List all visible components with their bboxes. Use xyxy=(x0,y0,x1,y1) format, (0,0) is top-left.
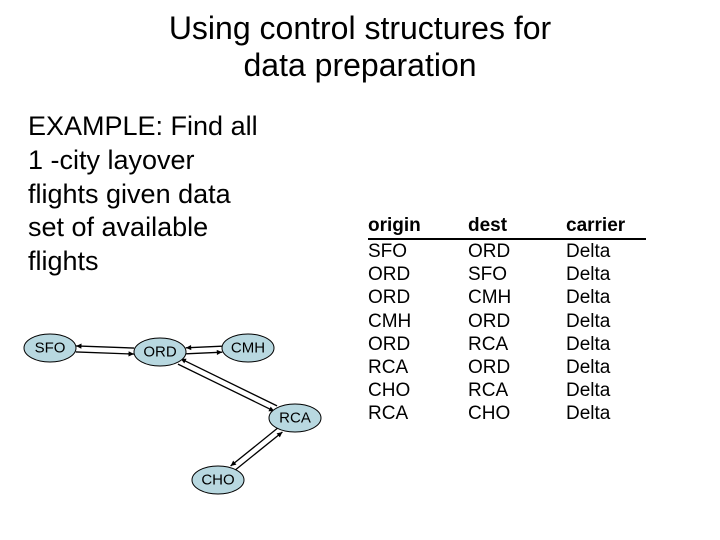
node-label-ord: ORD xyxy=(143,344,177,361)
node-sfo xyxy=(24,334,76,362)
cell-carrier: Delta xyxy=(566,356,646,379)
header-carrier: carrier xyxy=(566,215,646,240)
title-line-1: Using control structures for xyxy=(169,10,551,46)
node-label-sfo: SFO xyxy=(35,340,66,357)
node-ord xyxy=(134,338,186,366)
cell-origin: ORD xyxy=(368,286,468,309)
node-rca xyxy=(269,404,321,432)
table-body: SFOORDDeltaORDSFODeltaORDCMHDeltaCMHORDD… xyxy=(368,240,646,425)
cell-dest: ORD xyxy=(468,356,566,379)
node-cho xyxy=(192,466,244,494)
node-label-cmh: CMH xyxy=(231,340,265,357)
node-cmh xyxy=(222,334,274,362)
cell-carrier: Delta xyxy=(566,240,646,263)
slide-title: Using control structures for data prepar… xyxy=(0,0,720,84)
cell-dest: RCA xyxy=(468,379,566,402)
table-row: ORDRCADelta xyxy=(368,333,646,356)
cell-carrier: Delta xyxy=(566,263,646,286)
cell-dest: CMH xyxy=(468,286,566,309)
node-label-rca: RCA xyxy=(279,410,311,427)
cell-carrier: Delta xyxy=(566,310,646,333)
header-dest: dest xyxy=(468,215,566,240)
title-line-2: data preparation xyxy=(243,47,476,83)
table-row: RCACHODelta xyxy=(368,402,646,425)
cell-origin: ORD xyxy=(368,263,468,286)
cell-origin: CMH xyxy=(368,310,468,333)
cell-dest: ORD xyxy=(468,310,566,333)
table-row: ORDSFODelta xyxy=(368,263,646,286)
cell-dest: RCA xyxy=(468,333,566,356)
cell-origin: ORD xyxy=(368,333,468,356)
cell-carrier: Delta xyxy=(566,333,646,356)
table-row: CHORCADelta xyxy=(368,379,646,402)
table-header: origin dest carrier xyxy=(368,215,646,240)
cell-dest: SFO xyxy=(468,263,566,286)
example-text: EXAMPLE: Find all 1 -city layover flight… xyxy=(28,110,348,279)
table-row: ORDCMHDelta xyxy=(368,286,646,309)
cell-carrier: Delta xyxy=(566,402,646,425)
header-origin: origin xyxy=(368,215,468,240)
cell-origin: SFO xyxy=(368,240,468,263)
cell-dest: ORD xyxy=(468,240,566,263)
cell-dest: CHO xyxy=(468,402,566,425)
cell-carrier: Delta xyxy=(566,286,646,309)
cell-carrier: Delta xyxy=(566,379,646,402)
cell-origin: RCA xyxy=(368,402,468,425)
table-row: SFOORDDelta xyxy=(368,240,646,263)
cell-origin: CHO xyxy=(368,379,468,402)
node-label-cho: CHO xyxy=(201,472,234,489)
flights-table: origin dest carrier SFOORDDeltaORDSFODel… xyxy=(368,215,646,425)
cell-origin: RCA xyxy=(368,356,468,379)
table-row: CMHORDDelta xyxy=(368,310,646,333)
table-row: RCAORDDelta xyxy=(368,356,646,379)
